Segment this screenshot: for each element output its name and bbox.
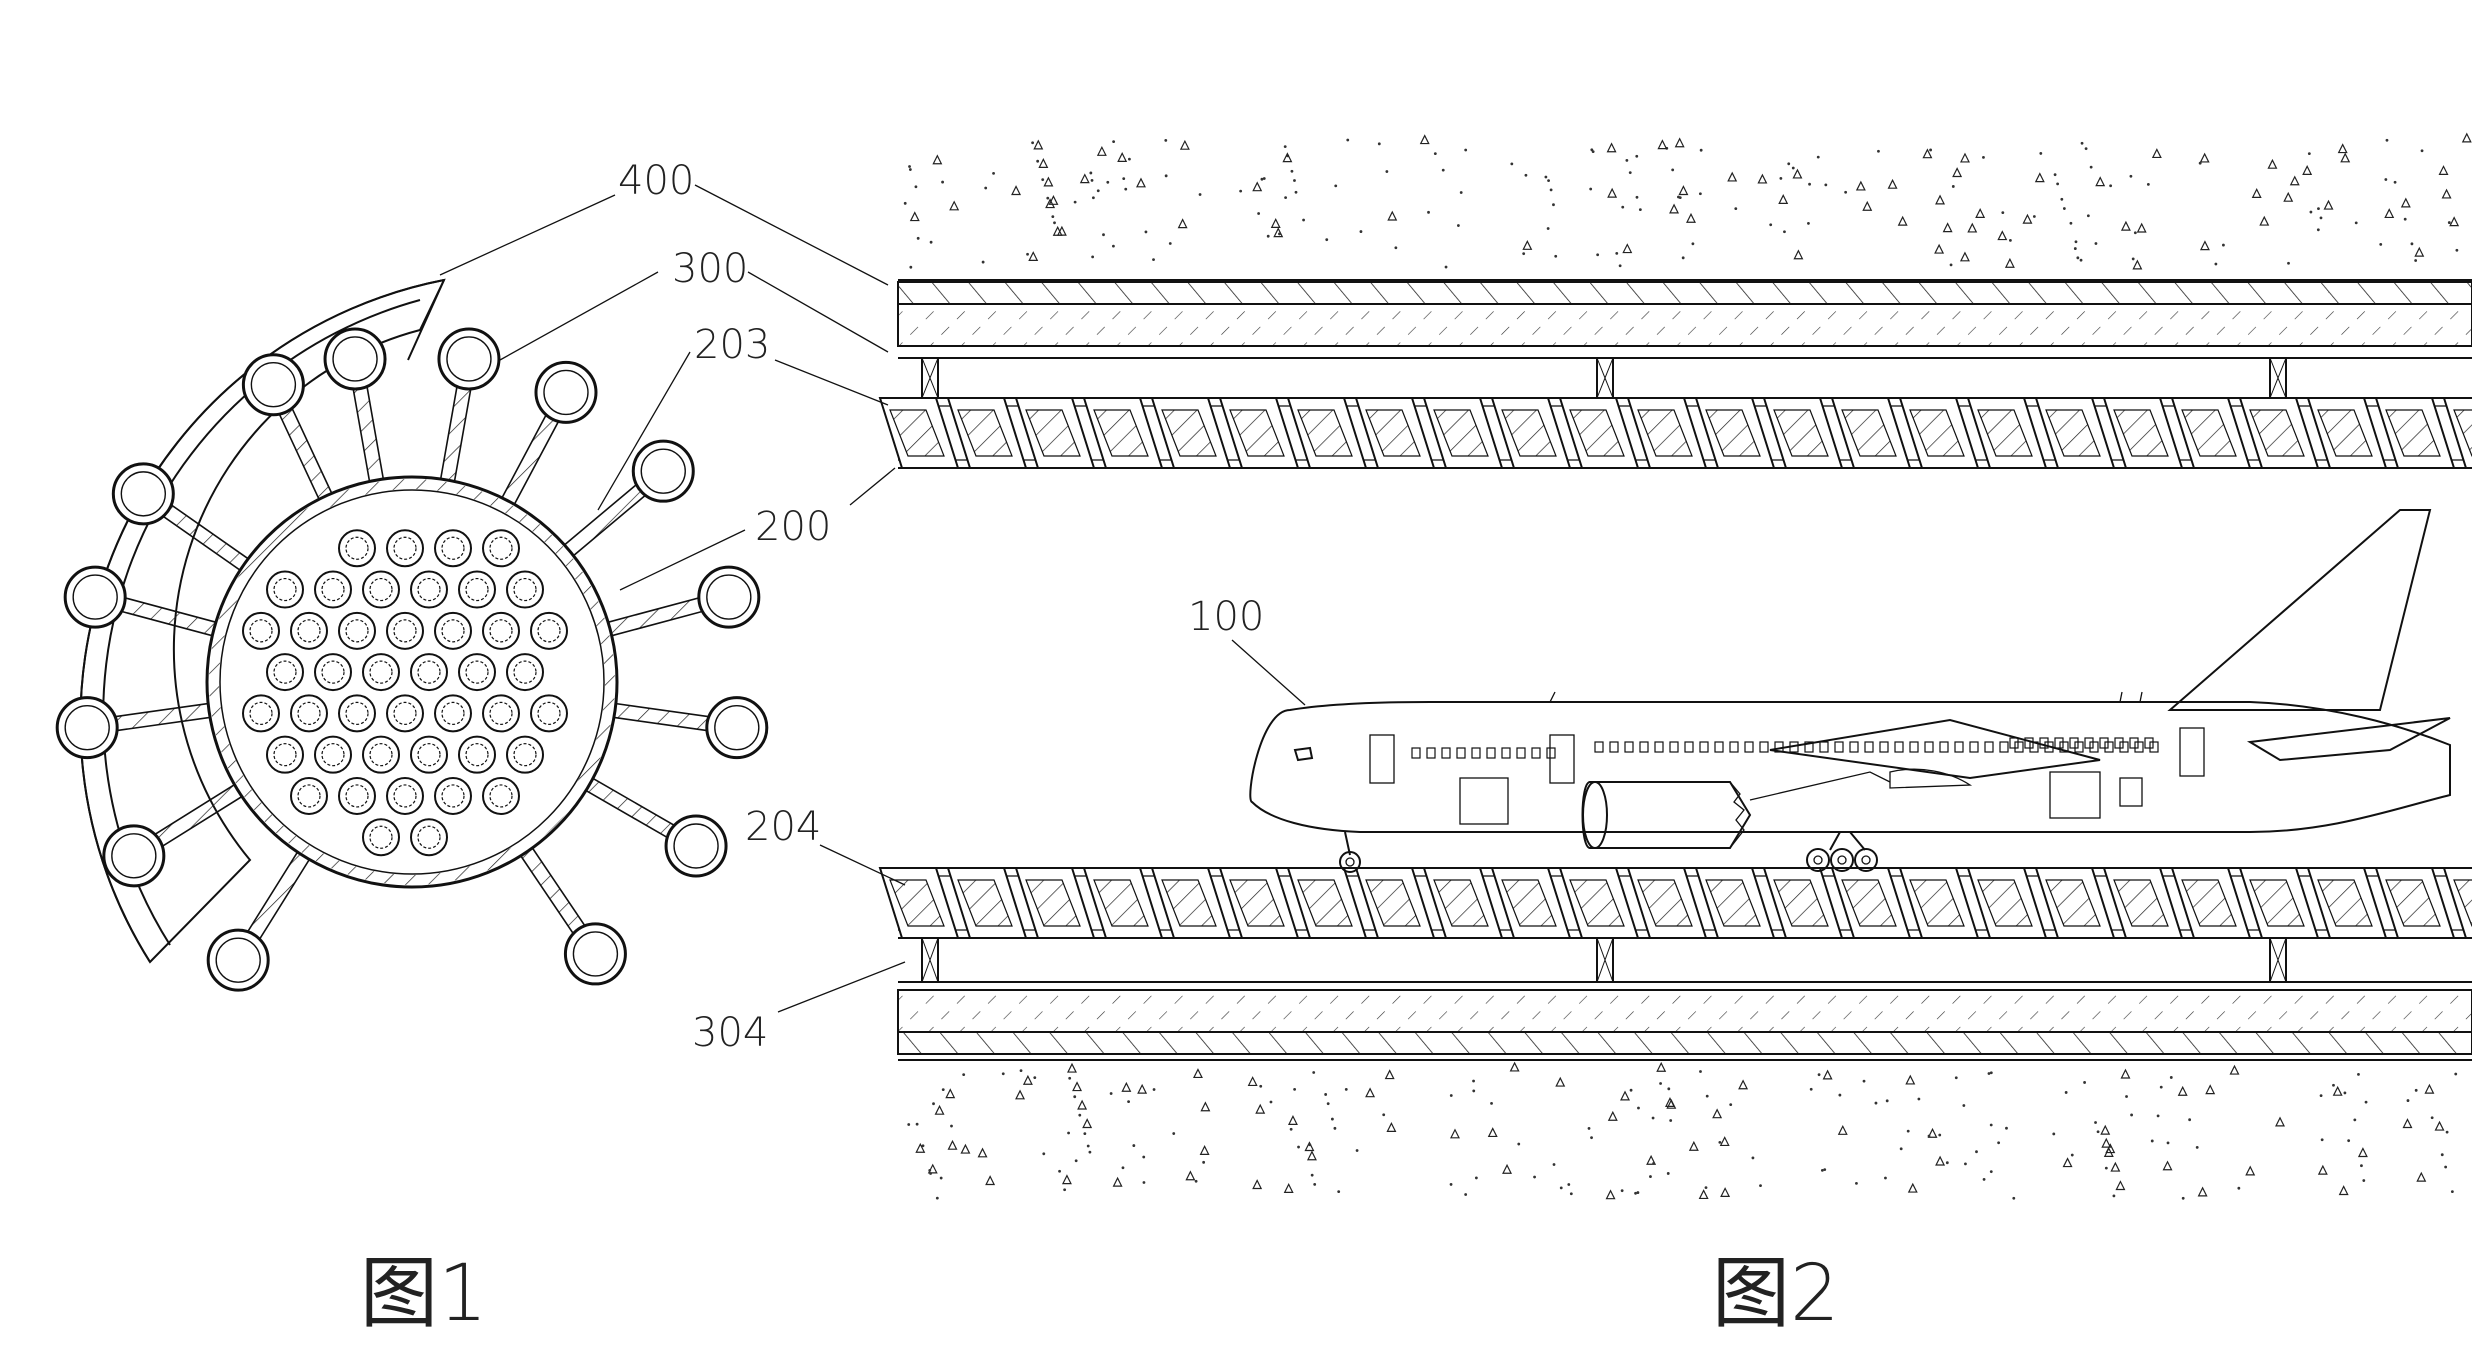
bottom-wall bbox=[897, 981, 2472, 1061]
label-300: 300 bbox=[672, 246, 748, 292]
label-204: 204 bbox=[745, 804, 821, 850]
top-wall bbox=[897, 279, 2472, 359]
top-support-posts bbox=[921, 357, 2287, 399]
label-304: 304 bbox=[692, 1010, 768, 1056]
bottom-support-posts bbox=[921, 937, 2287, 983]
label-100: 100 bbox=[1188, 594, 1264, 640]
radial-support-arms bbox=[55, 327, 769, 992]
aircraft bbox=[1249, 509, 2451, 873]
leader-lines-fig2 bbox=[694, 184, 1306, 1013]
label-200: 200 bbox=[755, 504, 831, 550]
top-tube-row bbox=[878, 397, 2472, 469]
outer-shell-sector bbox=[79, 278, 446, 964]
figure-1-caption: 图1 bbox=[360, 1249, 488, 1339]
soil-speckle bbox=[903, 132, 2472, 1200]
label-203: 203 bbox=[694, 322, 770, 368]
figure-2-caption: 图2 bbox=[1712, 1249, 1840, 1339]
leader-lines-fig1 bbox=[439, 194, 746, 591]
figure-2-longitudinal-section: 100 204 304 图2 bbox=[692, 132, 2472, 1339]
figure-1-cross-section: 400 300 203 200 图1 bbox=[55, 158, 831, 1339]
inner-tube-cluster bbox=[242, 529, 568, 857]
bottom-tube-row bbox=[878, 867, 2472, 939]
label-400: 400 bbox=[618, 158, 694, 204]
